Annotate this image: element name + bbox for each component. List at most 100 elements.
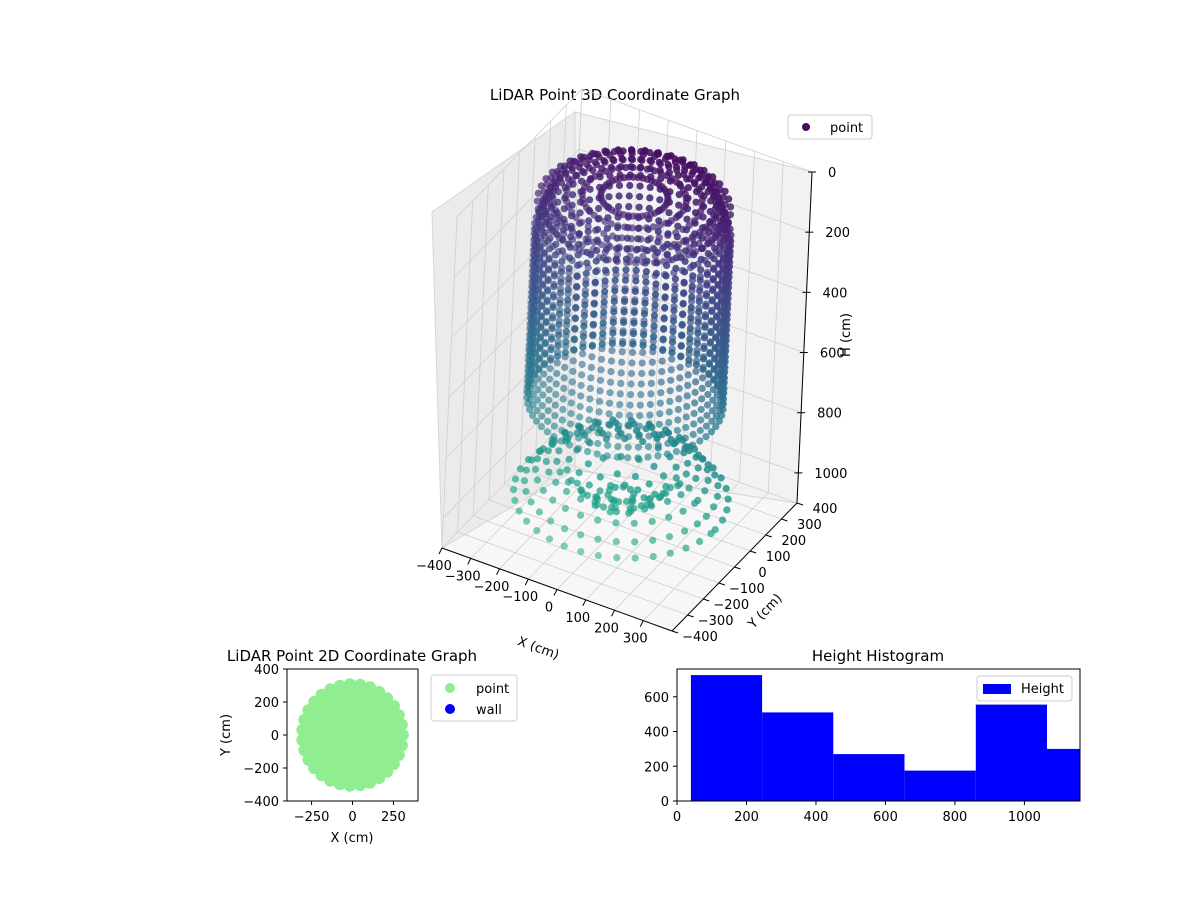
cloud-point: [713, 301, 721, 309]
scatter-point: [373, 685, 386, 698]
cloud-point: [657, 378, 665, 386]
cloud-point: [563, 197, 571, 206]
cloud-point: [635, 203, 643, 211]
histogram-frame: [676, 668, 1081, 802]
cloud-point: [618, 358, 626, 366]
cloud-point: [534, 189, 543, 197]
cloud-point: [598, 345, 606, 353]
cloud-point: [727, 237, 735, 245]
cloud-point: [641, 246, 649, 254]
cloud-point: [694, 260, 702, 268]
cloud-point: [714, 380, 722, 388]
y-tick-3d: [781, 518, 788, 522]
cloud-point: [563, 186, 571, 195]
histogram-x-tick-label: 200: [734, 810, 759, 825]
cloud-point: [715, 359, 723, 367]
cloud-point: [532, 417, 541, 425]
cloud-point: [687, 318, 695, 326]
cloud-point: [715, 199, 723, 207]
cloud-point: [663, 250, 672, 258]
cloud-point: [683, 402, 691, 411]
cloud-point: [639, 253, 647, 261]
cloud-point: [533, 527, 541, 535]
cloud-point: [617, 379, 625, 387]
cloud-point: [659, 244, 667, 252]
cloud-point: [639, 338, 647, 346]
z-tick-label-3d: 400: [823, 286, 848, 301]
cloud-point: [579, 339, 587, 347]
cloud-point: [560, 542, 568, 550]
scatter-point: [324, 774, 337, 787]
cloud-point: [600, 503, 608, 511]
cloud-point: [553, 359, 561, 367]
cloud-point: [547, 344, 555, 352]
scatter-point: [387, 758, 400, 770]
cloud-point: [670, 292, 679, 300]
cloud-point: [635, 422, 644, 430]
scatter-point: [395, 718, 408, 731]
cloud-point: [617, 150, 625, 158]
cloud-point: [556, 306, 564, 314]
cloud-point: [575, 424, 583, 432]
cloud-point: [627, 235, 635, 243]
cloud-point: [572, 304, 580, 312]
cloud-point: [713, 492, 722, 500]
cloud-point: [545, 468, 553, 476]
cloud-point: [598, 241, 606, 249]
cloud-point: [660, 325, 668, 334]
cloud-point: [657, 169, 665, 177]
cloud-point: [611, 504, 619, 512]
cloud-point: [648, 369, 656, 377]
cloud-point: [665, 163, 673, 171]
cloud-point: [722, 232, 730, 240]
cloud-point: [649, 536, 657, 544]
cloud-point: [723, 249, 731, 257]
cloud-point: [641, 272, 650, 280]
cloud-point: [595, 408, 603, 416]
cloud-point: [609, 325, 617, 334]
cloud-point: [572, 158, 580, 166]
cloud-point: [569, 236, 577, 244]
cloud-point: [565, 240, 573, 248]
cloud-point: [539, 486, 548, 495]
cloud-point: [511, 496, 519, 504]
cloud-point: [566, 431, 574, 439]
x-axis-label-3d: X (cm): [515, 634, 561, 663]
cloud-point: [622, 272, 630, 280]
cloud-point: [594, 552, 603, 560]
cloud-point: [586, 384, 595, 392]
cloud-point: [705, 359, 714, 367]
cloud-point: [637, 391, 645, 399]
cloud-point: [696, 426, 704, 435]
cloud-point: [708, 239, 716, 247]
cloud-point: [645, 204, 653, 212]
cloud-point: [662, 489, 670, 497]
cloud-point: [621, 223, 629, 231]
cloud-point: [598, 334, 607, 342]
cloud-point: [685, 221, 693, 229]
cloud-point: [629, 497, 637, 505]
cloud-point: [554, 338, 562, 346]
cloud-point: [650, 316, 658, 324]
cloud-point: [545, 386, 553, 394]
cloud-point: [577, 495, 585, 503]
legend-2d-label-wall: wall: [476, 703, 502, 718]
y-tick-3d: [671, 630, 679, 634]
cloud-point: [712, 322, 720, 330]
cloud-point: [576, 402, 584, 411]
cloud-point: [690, 420, 698, 428]
cloud-point: [531, 225, 539, 233]
cloud-point: [665, 418, 673, 426]
histogram-x-tick-label: 800: [943, 810, 968, 825]
cloud-point: [715, 233, 723, 241]
histogram-x-tick-label: 400: [804, 810, 829, 825]
cloud-point: [723, 506, 731, 514]
cloud-point: [605, 420, 613, 428]
cloud-point: [628, 224, 636, 232]
cloud-point: [627, 369, 636, 378]
cloud-point: [596, 473, 604, 481]
cloud-point: [537, 312, 545, 320]
cloud-point: [685, 244, 694, 252]
cloud-point: [705, 369, 713, 377]
